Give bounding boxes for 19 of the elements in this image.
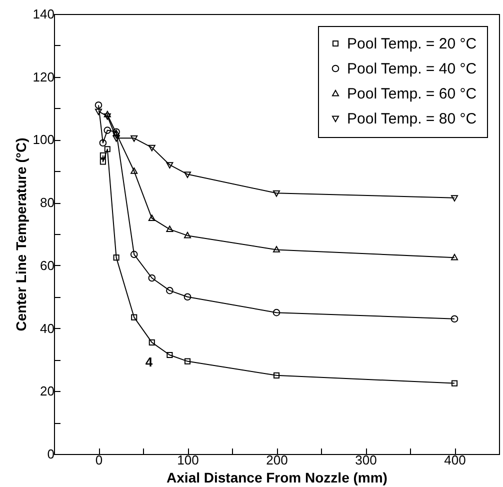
y-axis-title: Center Line Temperature (°C) bbox=[12, 138, 29, 332]
y-tick-label: 100 bbox=[32, 132, 54, 148]
x-tick-label: 300 bbox=[355, 452, 377, 468]
x-tick-label: 0 bbox=[95, 452, 103, 468]
legend-label: Pool Temp. = 80 °C bbox=[347, 110, 477, 128]
y-tick-label: 140 bbox=[32, 6, 54, 22]
legend-label: Pool Temp. = 60 °C bbox=[347, 86, 477, 102]
y-tick-label: 60 bbox=[40, 258, 54, 273]
y-tick-label: 20 bbox=[40, 384, 54, 399]
x-tick-label: 400 bbox=[444, 452, 466, 468]
x-tick-label: 200 bbox=[266, 452, 288, 468]
legend-label: Pool Temp. = 20 °C bbox=[347, 36, 477, 52]
x-axis-title: Axial Distance From Nozzle (mm) bbox=[166, 470, 388, 486]
y-tick-label: 40 bbox=[40, 320, 54, 336]
y-tick-label: 80 bbox=[40, 195, 54, 210]
legend-label: Pool Temp. = 40 °C bbox=[347, 60, 477, 78]
x-tick-label: 100 bbox=[177, 452, 199, 468]
y-tick-label: 120 bbox=[32, 69, 54, 84]
annotation: 4 bbox=[145, 354, 154, 370]
